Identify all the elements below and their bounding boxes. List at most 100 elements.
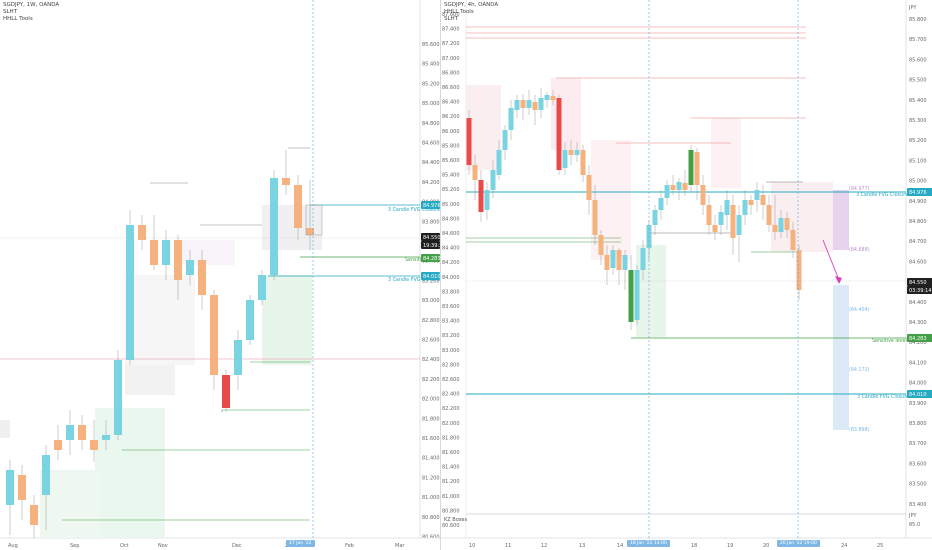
h4-inner-price-tick: 86.200 — [442, 114, 460, 120]
h4-inner-price-tick: 87.400 — [442, 27, 460, 33]
h4-bull-candle — [544, 95, 550, 100]
h4-supply-zone — [551, 78, 581, 150]
weekly-bear-candle — [54, 440, 62, 450]
weekly-demand-zone — [262, 275, 312, 365]
h4-price-tick: 84.700 — [909, 239, 927, 245]
h4-price-tick: 85.500 — [909, 78, 927, 84]
h4-price-tick: 85.600 — [909, 57, 927, 63]
h4-bull-candle — [562, 150, 568, 168]
h4-bear-candle — [520, 100, 526, 108]
h4-countdown-tag-bg — [907, 286, 932, 294]
h4-time-tick: 10 — [469, 543, 475, 549]
weekly-top-level-tag: 84.976 — [423, 203, 440, 209]
weekly-price-tick: 81.600 — [422, 436, 440, 442]
h4-price-tick: 84.300 — [909, 320, 927, 326]
h4-bear-candle — [532, 102, 538, 110]
weekly-price-tick: 82.800 — [422, 318, 440, 324]
h4-inner-price-tick: 85.000 — [442, 202, 460, 208]
h4-inner-price-tick: 85.800 — [442, 143, 460, 149]
weekly-top-level-tag-bg — [421, 201, 440, 209]
h4-supply-zone-5 — [466, 85, 501, 170]
h4-inner-price-tick: 83.800 — [442, 289, 460, 295]
h4-current-price-tag: 84.550 — [909, 280, 927, 286]
h4-bull-candle — [508, 108, 514, 130]
h4-price-tick: 83.700 — [909, 441, 927, 447]
weekly-fvg-lower-annotation: 3 Candle FVG Closure — [388, 277, 440, 283]
h4-supply-zone-3 — [711, 118, 741, 188]
weekly-time-tick: Oct — [120, 543, 129, 549]
h4-sensitive-tag: 84.283 — [909, 336, 927, 342]
h4-inner-price-tick: 84.600 — [442, 231, 460, 237]
h4-bull-candle — [610, 250, 616, 268]
weekly-price-tick: 82.000 — [422, 397, 440, 403]
h4-bull-candle — [502, 130, 508, 150]
weekly-chart-pane[interactable]: 85.600 85.400 85.200 85.000 84.800 84.600 84.4… — [0, 0, 440, 550]
weekly-chart-canvas[interactable]: 85.600 85.400 85.200 85.000 84.800 84.600 84.4… — [0, 0, 440, 550]
h4-inner-price-tick: 87.600 — [442, 12, 460, 18]
h4-time-tick: 20 — [763, 543, 769, 549]
h4-price-tick: 83.800 — [909, 421, 927, 427]
weekly-bull-candle — [126, 225, 134, 360]
h4-inner-price-tick: 84.000 — [442, 275, 460, 281]
weekly-crosshair-time-tag: 17 Jan '22 — [286, 540, 315, 547]
h4-price-tick: 84.900 — [909, 199, 927, 205]
weekly-bull-candle — [246, 300, 254, 340]
weekly-lower-fvg-tag-bg — [421, 272, 440, 280]
weekly-bull-candle — [162, 240, 170, 265]
weekly-price-tick: 85.400 — [422, 62, 440, 68]
weekly-time-tick: Mar — [395, 543, 405, 549]
h4-price-tick: 84.600 — [909, 259, 927, 265]
h4-time-tick: 13 — [579, 543, 585, 549]
h4-supply-zone-2 — [591, 140, 631, 260]
weekly-bull-candle — [258, 275, 266, 300]
h4-footer-tick: 85.0 — [909, 522, 920, 528]
h4-symbol-label: SGDJPY, 4h, OANDA — [444, 2, 499, 8]
h4-inner-price-tick: 83.200 — [442, 333, 460, 339]
h4-time-tick: 18 — [691, 543, 697, 549]
h4-inner-price-tick: 85.600 — [442, 158, 460, 164]
weekly-bear-candle — [198, 260, 206, 295]
h4-bull-candle — [688, 150, 694, 185]
weekly-price-tick: 85.000 — [422, 101, 440, 107]
h4-chart-canvas[interactable]: JPY 85.800 85.700 85.600 85.500 85.400 85.300 8… — [441, 0, 932, 550]
h4-projection-box-upper — [833, 190, 849, 250]
h4-inner-price-tick: 85.200 — [442, 187, 460, 193]
weekly-price-tick: 83.200 — [422, 278, 440, 284]
h4-time-tick: 19 — [727, 543, 733, 549]
h4-bull-candle — [634, 270, 640, 320]
h4-bear-candle — [706, 205, 712, 225]
h4-bull-candle — [754, 190, 760, 200]
h4-bear-candle — [670, 185, 676, 190]
h4-inner-price-tick: 86.000 — [442, 129, 460, 135]
weekly-support-line — [221, 409, 310, 412]
weekly-bear-candle — [294, 185, 302, 228]
kz-boxes-label: KZ Boxes — [444, 517, 468, 523]
h4-bear-candle — [766, 205, 772, 225]
h4-chart-pane[interactable]: JPY 85.800 85.700 85.600 85.500 85.400 85.300 8… — [440, 0, 932, 550]
h4-inner-price-tick: 87.200 — [442, 41, 460, 47]
h4-time-tag-1: 18 Jan '22 14:00 — [627, 540, 670, 547]
weekly-indicator-label-1: SLHT — [3, 9, 18, 15]
h4-time-tag-2: 20 Jan '22 19:00 — [777, 540, 820, 547]
weekly-price-tick: 82.600 — [422, 338, 440, 344]
h4-bull-candle — [574, 150, 580, 155]
h4-inner-price-tick: 82.000 — [442, 421, 460, 427]
weekly-price-tick: 84.800 — [422, 121, 440, 127]
h4-bear-candle — [550, 96, 556, 100]
h4-footer-unit: JPY — [908, 513, 917, 519]
weekly-current-price-tag: 84.550 — [423, 235, 440, 241]
h4-bear-candle — [604, 255, 610, 270]
h4-bear-candle — [682, 183, 688, 190]
h4-bear-candle — [772, 225, 778, 232]
h4-bull-candle — [676, 182, 682, 190]
h4-bull-candle — [484, 190, 490, 210]
weekly-countdown-tag-bg — [421, 241, 440, 249]
h4-bear-candle — [760, 195, 766, 205]
h4-inner-price-tick: 81.400 — [442, 465, 460, 471]
h4-top-level-tag: 84.976 — [909, 190, 927, 196]
h4-bull-candle — [736, 215, 742, 235]
h4-inner-price-tick: 84.400 — [442, 246, 460, 252]
weekly-current-box — [305, 204, 323, 236]
weekly-range-zone — [125, 365, 175, 395]
h4-time-tick: 11 — [505, 543, 511, 549]
